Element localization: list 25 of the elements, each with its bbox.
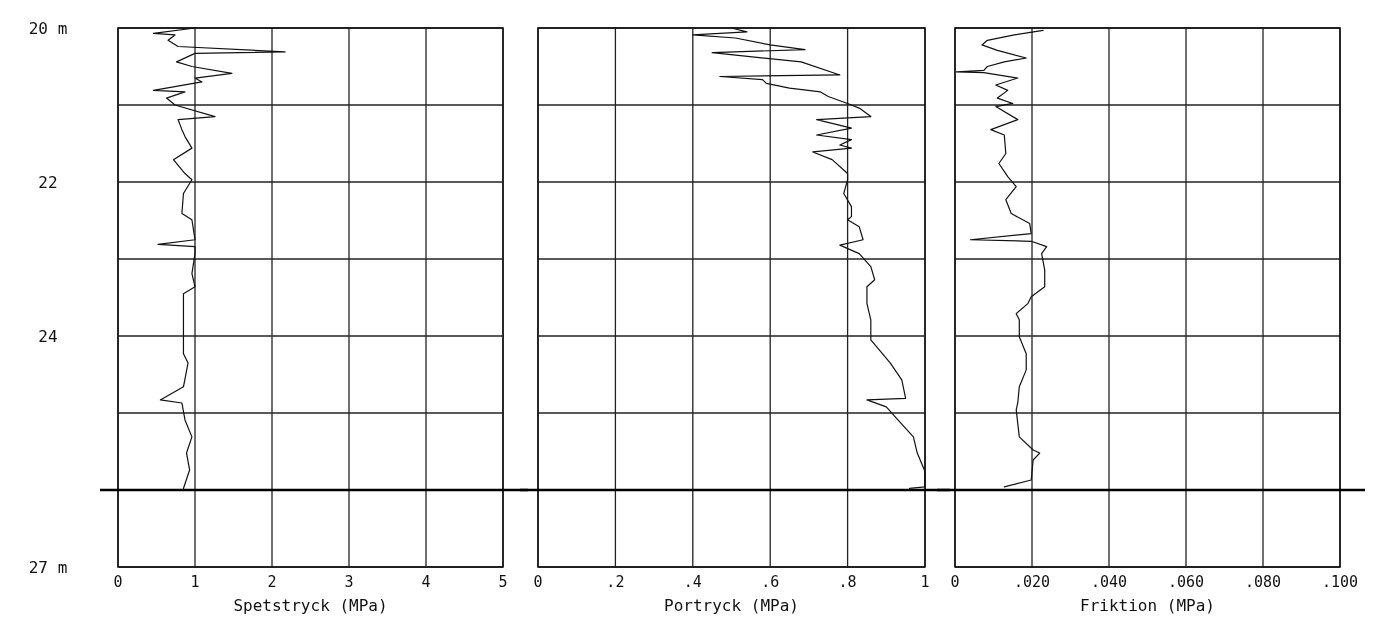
x-tick-label: .080 [1244, 573, 1282, 591]
y-tick-label: 27 m [28, 558, 68, 577]
x-tick-label: .6 [761, 573, 780, 591]
x-tick-label: .8 [838, 573, 857, 591]
x-tick-label: .100 [1321, 573, 1359, 591]
x-axis-title: Spetstryck (MPa) [233, 596, 388, 615]
x-tick-label: .4 [683, 573, 702, 591]
x-tick-label: 2 [267, 573, 277, 591]
y-tick-label: 22 [38, 173, 58, 192]
x-tick-label: .2 [606, 573, 625, 591]
x-axis-title: Friktion (MPa) [1080, 596, 1215, 615]
x-tick-label: 0 [950, 573, 960, 591]
x-axis-title: Portryck (MPa) [664, 596, 799, 615]
x-tick-label: .060 [1167, 573, 1205, 591]
x-tick-label: 4 [421, 573, 431, 591]
x-tick-label: 0 [113, 573, 123, 591]
x-tick-label: .040 [1090, 573, 1128, 591]
x-tick-label: 1 [190, 573, 200, 591]
x-tick-label: 0 [533, 573, 543, 591]
x-tick-label: 1 [920, 573, 930, 591]
y-tick-label: 20 m [28, 19, 68, 38]
y-tick-label: 24 [38, 327, 58, 346]
x-tick-label: 3 [344, 573, 354, 591]
x-tick-label: 5 [498, 573, 508, 591]
x-tick-label: .020 [1013, 573, 1051, 591]
